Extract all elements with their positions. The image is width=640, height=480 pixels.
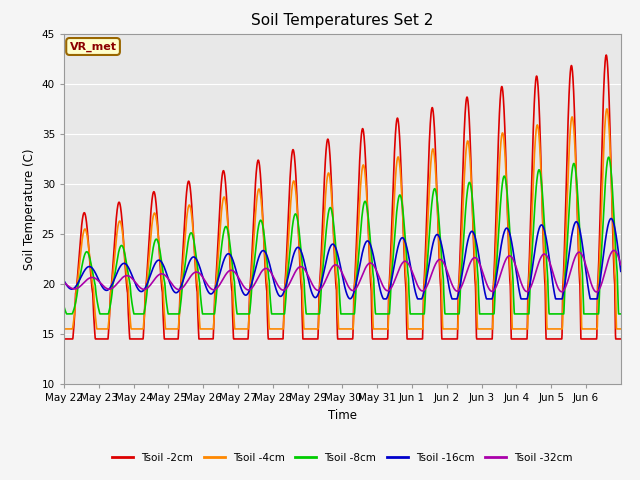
Tsoil -2cm	[116, 200, 124, 206]
Tsoil -32cm	[116, 278, 124, 284]
Tsoil -8cm	[605, 154, 612, 160]
Line: Tsoil -16cm: Tsoil -16cm	[64, 218, 621, 299]
Tsoil -8cm	[617, 311, 625, 317]
Tsoil -8cm	[236, 311, 244, 317]
Tsoil -16cm	[510, 255, 518, 261]
Tsoil -2cm	[602, 52, 610, 58]
Tsoil -4cm	[541, 273, 549, 279]
Tsoil -32cm	[60, 279, 68, 285]
Tsoil -16cm	[607, 216, 615, 221]
Tsoil -8cm	[376, 311, 384, 317]
Tsoil -4cm	[603, 106, 611, 112]
Tsoil -16cm	[376, 285, 383, 291]
Tsoil -32cm	[609, 248, 617, 253]
Tsoil -2cm	[510, 336, 518, 342]
Tsoil -2cm	[617, 336, 625, 342]
Tsoil -32cm	[510, 258, 518, 264]
Tsoil -32cm	[617, 262, 625, 267]
Tsoil -2cm	[541, 295, 549, 301]
X-axis label: Time: Time	[328, 408, 357, 421]
Tsoil -16cm	[60, 278, 68, 284]
Tsoil -4cm	[510, 326, 518, 332]
Tsoil -16cm	[380, 296, 387, 302]
Tsoil -2cm	[60, 336, 68, 342]
Tsoil -16cm	[542, 232, 550, 238]
Line: Tsoil -8cm: Tsoil -8cm	[64, 157, 621, 314]
Tsoil -8cm	[542, 242, 550, 248]
Text: VR_met: VR_met	[70, 41, 116, 52]
Line: Tsoil -32cm: Tsoil -32cm	[64, 251, 621, 292]
Tsoil -16cm	[617, 268, 625, 274]
Tsoil -4cm	[116, 218, 124, 224]
Tsoil -2cm	[609, 240, 617, 246]
Tsoil -8cm	[510, 308, 518, 314]
Line: Tsoil -2cm: Tsoil -2cm	[64, 55, 621, 339]
Tsoil -8cm	[609, 202, 617, 207]
Tsoil -32cm	[541, 252, 549, 257]
Tsoil -8cm	[60, 304, 68, 310]
Title: Soil Temperatures Set 2: Soil Temperatures Set 2	[252, 13, 433, 28]
Tsoil -2cm	[236, 336, 244, 342]
Tsoil -16cm	[236, 281, 244, 287]
Legend: Tsoil -2cm, Tsoil -4cm, Tsoil -8cm, Tsoil -16cm, Tsoil -32cm: Tsoil -2cm, Tsoil -4cm, Tsoil -8cm, Tsoi…	[108, 449, 577, 467]
Tsoil -4cm	[60, 326, 68, 332]
Tsoil -32cm	[593, 289, 600, 295]
Tsoil -16cm	[116, 264, 124, 270]
Tsoil -8cm	[63, 311, 70, 317]
Y-axis label: Soil Temperature (C): Soil Temperature (C)	[23, 148, 36, 270]
Tsoil -2cm	[376, 336, 383, 342]
Line: Tsoil -4cm: Tsoil -4cm	[64, 109, 621, 329]
Tsoil -32cm	[610, 248, 618, 253]
Tsoil -8cm	[116, 245, 124, 251]
Tsoil -4cm	[617, 326, 625, 332]
Tsoil -32cm	[376, 276, 383, 282]
Tsoil -32cm	[236, 277, 244, 283]
Tsoil -4cm	[236, 326, 244, 332]
Tsoil -16cm	[609, 219, 617, 225]
Tsoil -4cm	[376, 326, 383, 332]
Tsoil -4cm	[609, 228, 617, 233]
